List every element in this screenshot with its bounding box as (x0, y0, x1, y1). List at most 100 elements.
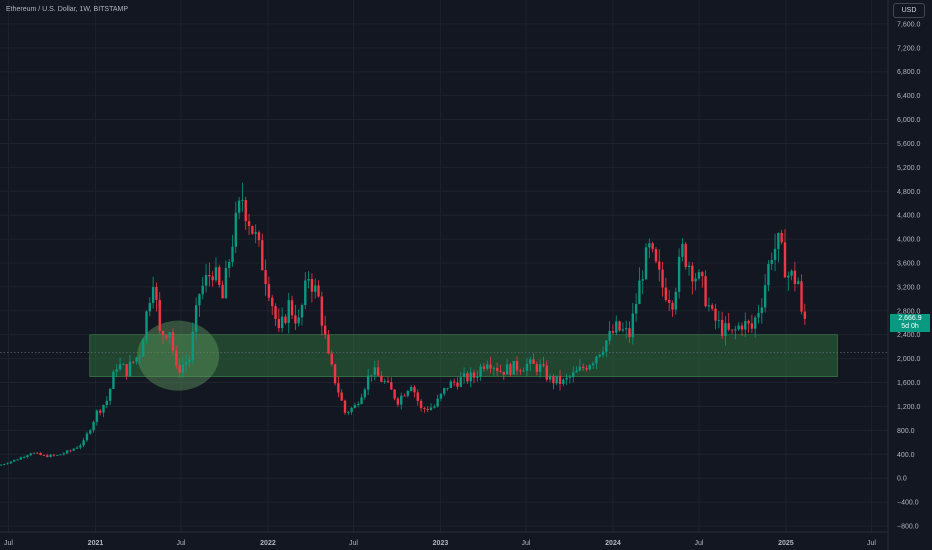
candle-body (247, 221, 251, 226)
candle-body (340, 392, 343, 401)
candle-body (568, 377, 572, 378)
candle-body (194, 305, 198, 332)
candle-body (148, 303, 152, 312)
candle-body (638, 280, 641, 305)
candle-body (19, 457, 22, 460)
candle-body (419, 400, 423, 409)
candle-body (155, 286, 158, 300)
candle-body (271, 297, 274, 307)
candle-body (360, 397, 363, 405)
candle-body (69, 450, 72, 452)
candle-body (234, 212, 238, 247)
candle-body (105, 400, 108, 406)
candle-body (138, 356, 142, 358)
candle-body (618, 321, 621, 331)
candle-body (380, 375, 383, 382)
candle-body (558, 375, 562, 384)
candle-body (687, 265, 691, 268)
candle-body (72, 448, 75, 451)
candle-body (426, 409, 429, 411)
candle-body (347, 412, 350, 413)
candle-body (479, 366, 482, 377)
candle-body (82, 440, 85, 446)
candle-body (727, 323, 730, 330)
last-price-value: 2,666.9 (898, 314, 922, 322)
candle-body (601, 351, 605, 355)
candle-body (443, 388, 446, 394)
candle-body (62, 453, 65, 455)
candle-body (241, 200, 244, 201)
y-tick-label: 0.0 (897, 476, 907, 483)
candle-body (12, 459, 16, 462)
bar-countdown: 5d 0h (901, 322, 919, 330)
candle-body (624, 328, 628, 330)
candle-body (717, 319, 721, 321)
candle-body (261, 240, 264, 271)
candle-body (724, 323, 727, 336)
candle-body (469, 372, 472, 382)
candle-body (760, 307, 764, 314)
candle-body (55, 455, 59, 456)
candle-body (145, 311, 148, 340)
candle-body (459, 377, 462, 387)
candle-body (158, 299, 161, 332)
candle-body (641, 279, 644, 281)
candle-body (280, 316, 284, 329)
candle-body (575, 370, 578, 373)
candle-body (0, 464, 3, 466)
currency-button[interactable]: USD (893, 3, 925, 18)
candle-body (714, 308, 717, 321)
candle-body (29, 453, 32, 456)
candle-body (363, 389, 367, 398)
y-tick-label: 5,200.0 (897, 165, 920, 172)
candle-body (581, 366, 585, 369)
candle-body (697, 272, 701, 279)
candle-body (118, 364, 122, 370)
candle-body (499, 371, 502, 372)
candle-body (204, 275, 208, 286)
candle-body (181, 364, 185, 373)
candle-body (522, 370, 525, 372)
candle-body (734, 329, 737, 331)
candle-body (519, 370, 522, 372)
candle-body (681, 243, 684, 257)
candle-body (370, 374, 373, 376)
candle-body (211, 276, 214, 281)
candle-body (737, 325, 740, 330)
candle-body (132, 361, 135, 363)
x-tick-label: Jul (867, 540, 876, 547)
x-tick-label: Jul (177, 540, 186, 547)
candle-body (185, 362, 188, 365)
y-tick-label: 2,000.0 (897, 356, 920, 363)
candle-body (489, 364, 492, 369)
candle-body (677, 256, 681, 292)
candle-body (674, 291, 677, 310)
candle-body (52, 454, 56, 456)
candle-body (770, 259, 773, 264)
candle-body (502, 371, 505, 375)
candle-body (562, 379, 565, 384)
candle-body (231, 246, 234, 262)
candle-body (505, 364, 509, 375)
candle-body (552, 376, 555, 384)
candle-body (495, 368, 499, 372)
candle-body (168, 332, 171, 339)
candle-body (390, 382, 393, 390)
candle-body (750, 323, 754, 329)
y-tick-label: 4,000.0 (897, 237, 920, 244)
candle-body (294, 315, 297, 324)
candle-body (684, 243, 687, 268)
candle-body (171, 332, 175, 351)
candle-body (79, 445, 82, 448)
candle-body (274, 306, 277, 319)
candle-body (671, 302, 674, 310)
candle-body (65, 450, 69, 454)
candle-body (486, 364, 489, 369)
candle-body (797, 281, 800, 284)
candle-body (188, 359, 191, 363)
candle-body (330, 353, 333, 365)
candle-body (793, 270, 797, 284)
candle-body (565, 377, 568, 380)
